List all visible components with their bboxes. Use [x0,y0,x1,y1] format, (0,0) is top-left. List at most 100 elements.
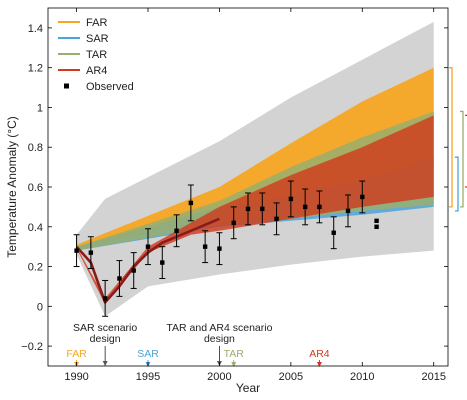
observed-point [359,180,366,214]
observed-marker [231,220,236,225]
observed-point [302,188,309,226]
observed-point [345,194,351,228]
x-tick-label: 1990 [64,371,88,383]
observed-point [130,252,137,289]
observed-marker [188,200,194,206]
observed-marker [160,260,165,265]
legend-entry-ar4: AR4 [58,65,107,77]
y-tick-label: 0.4 [28,222,43,234]
bracket-tar [460,110,464,208]
observed-marker [260,206,265,212]
legend-swatch [64,83,69,89]
y-tick-label: 0 [37,301,43,313]
observed-point [316,190,323,224]
y-tick-label: 1.4 [28,23,43,35]
y-tick-label: 1.2 [28,63,43,75]
report-label: FAR [66,348,87,360]
observed-marker [302,204,308,210]
observed-marker [345,208,351,214]
observed-marker [360,194,365,200]
annotation-arrow [102,361,108,366]
x-tick-label: 2010 [350,371,374,383]
bracket-sar [455,156,459,212]
observed-marker [174,228,179,233]
report-label: TAR [224,348,245,360]
annotation-text: design [204,333,235,345]
annotation-text: design [90,333,121,345]
x-tick-label: 2000 [207,371,231,383]
report-marker-ar4: AR4 [309,348,330,367]
observed-marker [74,248,79,253]
report-arrow-head [316,362,322,367]
y-tick-label: 0.8 [28,142,43,154]
observed-point [230,206,237,240]
axes: 1990 1995 2000 2005 2010 2015 −0.2 0 0.2 0.4 0.6 0.… [21,7,449,383]
x-axis-title: Year [236,381,260,395]
observed-point [287,180,294,218]
observed-point [87,236,94,270]
observed-point [273,202,280,236]
observed-point [73,234,80,268]
y-tick-label: 0.2 [28,262,43,274]
observed-point [216,232,223,266]
x-tick-label: 2005 [279,371,303,383]
observed-marker [217,246,222,251]
legend-label: SAR [86,33,109,45]
observed-point [173,214,180,248]
observed-point [202,230,209,264]
observed-marker [102,296,108,301]
observed-marker [374,218,379,224]
observed-point [145,228,151,266]
observed-layer [73,180,379,317]
projection-ranges-layer [76,67,434,305]
observed-marker [131,268,136,273]
x-tick-label: 2015 [421,371,445,383]
legend-entry-observed: Observed [64,81,134,93]
observed-marker [245,206,251,212]
observed-point [159,246,166,279]
report-arrow-head [231,362,237,367]
legend-entry-far: FAR [58,17,107,29]
observed-point [187,184,194,222]
y-axis-title: Temperature Anomaly (°C) [5,116,19,258]
observed-marker [317,204,322,210]
observed-marker [288,196,294,202]
legend-entry-tar: TAR [58,49,107,61]
annotation-text: SAR scenario [73,322,137,334]
observed-marker [274,216,279,222]
report-label: SAR [137,348,159,360]
brackets-2015 [449,67,467,212]
observed-marker [331,230,336,235]
y-tick-label: 1 [37,102,43,114]
legend-label: Observed [86,81,134,93]
observed-point [245,192,251,226]
observed-point [374,218,379,224]
observed-point [116,260,123,297]
range-far [76,67,434,249]
bracket-far [449,67,453,208]
observed-marker [374,224,379,229]
report-label: AR4 [309,348,330,360]
observed-marker [202,244,208,249]
range-tar [76,111,434,251]
observed-point [259,192,266,226]
observed-marker [117,276,122,281]
annotation-text: TAR and AR4 scenario [166,322,272,334]
observed-point [102,279,109,317]
legend-label: AR4 [86,65,107,77]
y-tick-label: 0.6 [28,182,43,194]
legend-label: FAR [86,17,107,29]
report-marker-tar: TAR [224,348,245,367]
observed-point [330,216,337,250]
legend-label: TAR [86,49,107,61]
range-ar4 [76,115,434,305]
observed-marker [145,244,151,249]
legend-entry-sar: SAR [58,33,109,45]
x-tick-label: 1995 [136,371,160,383]
observed-marker [88,250,94,255]
